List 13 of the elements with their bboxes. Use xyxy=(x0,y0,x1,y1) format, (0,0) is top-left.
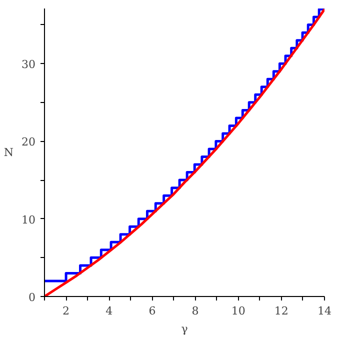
y-tick-label: 20 xyxy=(22,136,36,149)
x-tick-label: 14 xyxy=(318,304,332,318)
x-tick-label: 8 xyxy=(192,304,199,318)
x-axis-title: γ xyxy=(181,322,188,336)
x-tick-label: 2 xyxy=(62,304,70,318)
x-tick-label: 10 xyxy=(231,304,246,318)
y-tick-label: 0 xyxy=(28,291,36,304)
x-tick-label: 6 xyxy=(148,304,156,318)
x-tick-label: 4 xyxy=(106,304,113,318)
y-axis-title: N xyxy=(4,146,14,159)
y-tick-label: 30 xyxy=(22,58,36,72)
x-tick-label: 12 xyxy=(274,304,288,318)
y-tick-label: 10 xyxy=(22,213,36,226)
